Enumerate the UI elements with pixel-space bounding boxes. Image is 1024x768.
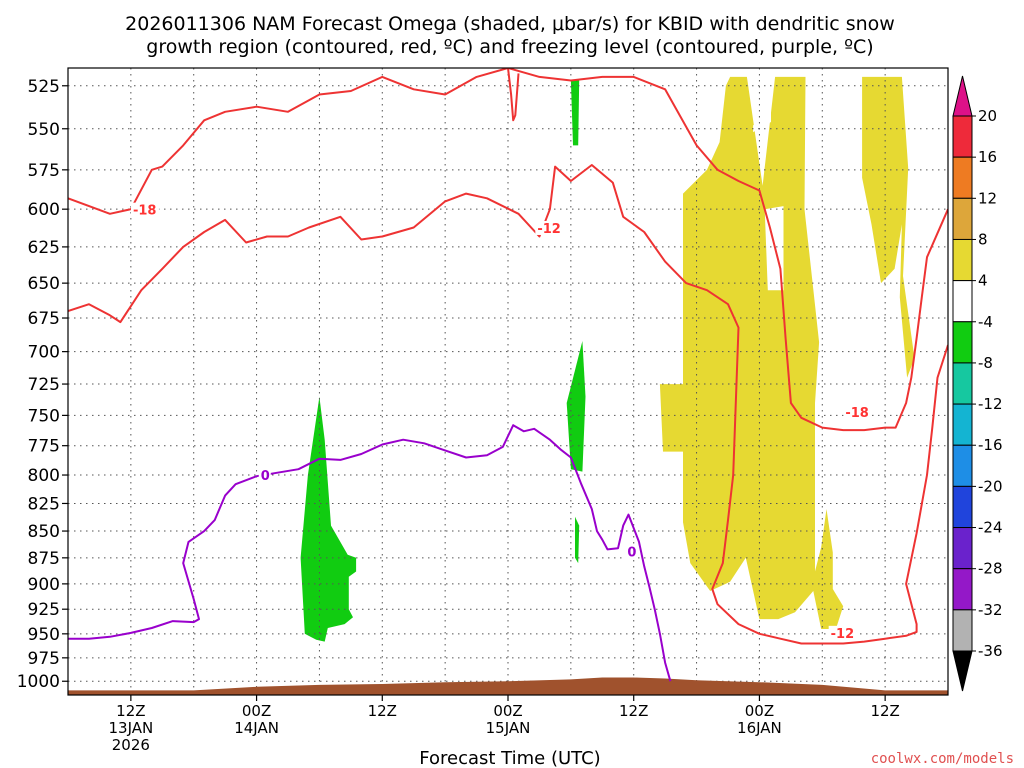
x-tick-label-66-1: 16JAN xyxy=(737,719,782,737)
colorbar-swatch-5 xyxy=(952,321,973,364)
y-tick-label-625: 625 xyxy=(28,238,60,258)
contour-layer xyxy=(68,68,948,682)
chart-title-line-1: 2026011306 NAM Forecast Omega (shaded, μ… xyxy=(125,13,895,35)
colorbar-label-1: 16 xyxy=(978,148,997,166)
colorbar-swatch-3 xyxy=(952,238,973,282)
grid-layer xyxy=(68,68,948,695)
y-tick-label-725: 725 xyxy=(28,375,60,395)
y-tick-label-750: 750 xyxy=(28,406,60,426)
colorbar-label-6: -8 xyxy=(978,354,993,372)
terrain-layer xyxy=(68,677,948,695)
y-tick-label-825: 825 xyxy=(28,494,60,514)
contour-label-bg-0 xyxy=(130,202,159,217)
y-tick-label-650: 650 xyxy=(28,274,60,294)
y-tick-label-975: 975 xyxy=(28,649,60,669)
colorbar-label-5: -4 xyxy=(978,313,993,331)
colorbar-label-3: 8 xyxy=(978,230,988,248)
x-tick-label-66-0: 00Z xyxy=(745,702,774,720)
omega-region-1 xyxy=(566,341,586,472)
colorbar-label-2: 12 xyxy=(978,189,997,207)
x-tick-label-6-0: 12Z xyxy=(116,702,145,720)
colorbar-label-11: -28 xyxy=(978,560,1003,578)
y-tick-label-850: 850 xyxy=(28,522,60,542)
x-tick-label-18-1: 14JAN xyxy=(234,719,279,737)
y-tick-label-900: 900 xyxy=(28,575,60,595)
colorbar-swatch-6 xyxy=(952,362,973,405)
colorbar-swatch-2 xyxy=(952,197,973,240)
y-tick-label-675: 675 xyxy=(28,309,60,329)
contour-line-1 xyxy=(507,68,520,122)
colorbar-swatch-8 xyxy=(952,444,973,487)
colorbar-over-arrow xyxy=(952,75,973,117)
contour-line-2 xyxy=(68,164,948,645)
colorbar-label-12: -32 xyxy=(978,601,1003,619)
contour-label-4: 0 xyxy=(261,469,270,484)
contour-label-3: -12 xyxy=(831,627,855,642)
omega-region-3 xyxy=(575,516,580,564)
y-tick-label-600: 600 xyxy=(28,200,60,220)
contour-label-1: -12 xyxy=(537,222,561,237)
terrain-surface xyxy=(68,677,948,695)
omega-region-6 xyxy=(811,509,844,629)
contour-line-0 xyxy=(68,68,948,432)
contour-label-bg-1 xyxy=(535,220,564,235)
x-tick-label-78-0: 12Z xyxy=(870,702,899,720)
omega-region-0 xyxy=(300,396,357,642)
colorbar-label-8: -16 xyxy=(978,436,1003,454)
colorbar-swatch-7 xyxy=(952,403,973,446)
colorbar-swatch-10 xyxy=(952,527,973,570)
chart-title-line-2: growth region (contoured, red, ºC) and f… xyxy=(146,36,873,58)
colorbar-under-arrow xyxy=(952,650,973,692)
colorbar-label-0: 20 xyxy=(978,107,997,125)
y-axis: 525 550 575 600 625 650 675 700 725 750 775 800 825 8… xyxy=(17,77,68,692)
omega-shading-layer xyxy=(300,76,915,642)
contour-label-bg-3 xyxy=(828,625,857,640)
omega-gap-0 xyxy=(753,111,771,133)
contour-label-5: 0 xyxy=(627,546,636,561)
colorbar-label-9: -20 xyxy=(978,477,1003,495)
colorbar-swatch-0 xyxy=(952,115,973,158)
plot-area: -18 -12 -18 -12 0 0 xyxy=(68,68,948,695)
contour-label-2: -18 xyxy=(845,406,869,421)
y-tick-label-550: 550 xyxy=(28,120,60,140)
colorbar-label-4: 4 xyxy=(978,272,988,290)
omega-region-5 xyxy=(862,76,915,378)
x-tick-label-42-0: 00Z xyxy=(493,702,522,720)
colorbar-swatch-12 xyxy=(952,609,973,652)
x-tick-label-6-2: 2026 xyxy=(112,736,150,754)
contour-line-3 xyxy=(68,424,672,682)
contour-label-bg-2 xyxy=(843,404,872,419)
y-tick-label-925: 925 xyxy=(28,600,60,620)
colorbar-label-13: -36 xyxy=(978,642,1003,660)
colorbar-swatch-9 xyxy=(952,485,973,529)
y-tick-label-1000: 1000 xyxy=(17,672,60,692)
x-tick-label-6-1: 13JAN xyxy=(108,719,153,737)
y-tick-label-525: 525 xyxy=(28,77,60,97)
x-tick-label-18-0: 00Z xyxy=(242,702,271,720)
contour-label-layer: -18 -12 -18 -12 0 0 xyxy=(130,202,872,642)
y-tick-label-700: 700 xyxy=(28,343,60,363)
y-tick-label-775: 775 xyxy=(28,437,60,457)
x-tick-label-54-0: 12Z xyxy=(619,702,648,720)
colorbar-label-7: -12 xyxy=(978,395,1003,413)
y-tick-label-575: 575 xyxy=(28,161,60,181)
colorbar-swatch-1 xyxy=(952,156,973,199)
colorbar: 20 16 12 8 4 -4 -8 -12 -16 -20 -24 -28 -32 -36 xyxy=(952,75,1003,692)
contour-label-0: -18 xyxy=(133,204,157,219)
x-tick-label-30-0: 12Z xyxy=(368,702,397,720)
x-tick-label-42-1: 15JAN xyxy=(486,719,531,737)
y-tick-label-875: 875 xyxy=(28,549,60,569)
colorbar-label-10: -24 xyxy=(978,519,1003,537)
contour-label-bg-5 xyxy=(625,544,638,559)
colorbar-swatch-4 xyxy=(952,280,973,323)
credit-text: coolwx.com/models xyxy=(871,751,1014,767)
y-tick-label-800: 800 xyxy=(28,466,60,486)
contour-label-bg-4 xyxy=(258,468,271,483)
colorbar-swatch-11 xyxy=(952,568,973,611)
y-tick-label-950: 950 xyxy=(28,625,60,645)
x-axis-label: Forecast Time (UTC) xyxy=(419,748,600,768)
